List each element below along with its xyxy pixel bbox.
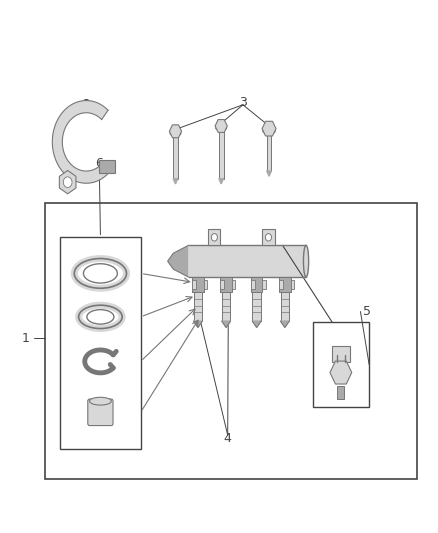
Bar <box>332 346 350 362</box>
Text: 6: 6 <box>95 157 103 169</box>
Ellipse shape <box>263 128 276 134</box>
Bar <box>232 280 235 289</box>
Bar <box>279 277 290 292</box>
Bar <box>222 292 230 321</box>
Bar <box>99 160 115 173</box>
Polygon shape <box>194 321 202 327</box>
Bar <box>219 128 223 179</box>
Ellipse shape <box>89 397 111 405</box>
Polygon shape <box>168 245 188 277</box>
Bar <box>313 322 369 407</box>
Bar <box>60 237 141 449</box>
Ellipse shape <box>304 245 309 277</box>
Text: 5: 5 <box>363 305 371 318</box>
Ellipse shape <box>74 259 127 288</box>
Bar <box>173 134 178 179</box>
Polygon shape <box>267 171 272 176</box>
Bar <box>45 203 417 479</box>
Circle shape <box>265 233 272 241</box>
Bar <box>281 292 289 321</box>
Bar <box>252 292 261 321</box>
Text: 2: 2 <box>82 98 90 111</box>
Polygon shape <box>252 321 261 327</box>
Text: 4: 4 <box>224 432 232 446</box>
Bar <box>192 280 196 289</box>
Bar <box>290 280 294 289</box>
Ellipse shape <box>215 126 226 131</box>
Bar <box>188 245 306 277</box>
Polygon shape <box>52 101 108 183</box>
Bar <box>267 131 272 171</box>
Bar <box>337 386 344 399</box>
Bar <box>194 292 202 321</box>
Polygon shape <box>173 179 178 184</box>
Circle shape <box>212 233 217 241</box>
Bar <box>220 280 224 289</box>
Polygon shape <box>281 321 289 327</box>
Polygon shape <box>222 321 230 327</box>
Bar <box>251 277 262 292</box>
Bar <box>251 280 254 289</box>
Bar <box>279 280 283 289</box>
Text: 3: 3 <box>239 95 247 109</box>
Ellipse shape <box>79 305 122 328</box>
Ellipse shape <box>170 131 181 136</box>
Bar <box>262 280 266 289</box>
Bar <box>220 277 232 292</box>
Bar <box>262 229 275 245</box>
Bar <box>204 280 207 289</box>
Text: 1: 1 <box>21 332 29 344</box>
Circle shape <box>64 177 72 188</box>
Polygon shape <box>219 179 223 184</box>
Bar <box>192 277 204 292</box>
FancyBboxPatch shape <box>88 399 113 425</box>
Bar <box>208 229 220 245</box>
